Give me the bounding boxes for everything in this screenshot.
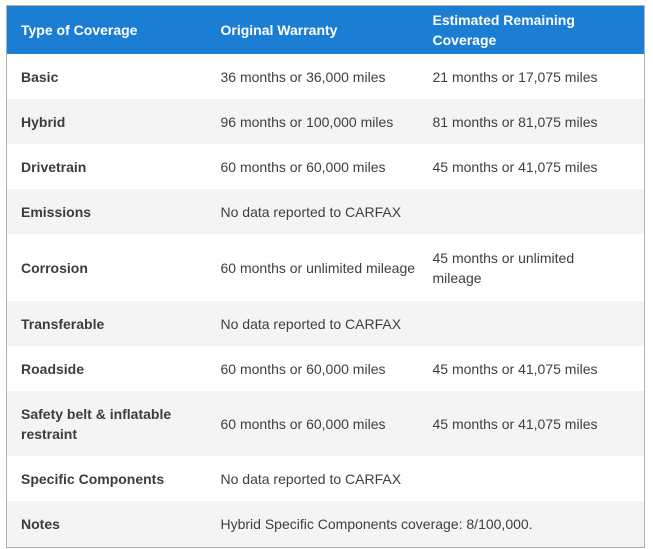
table-row-corrosion: Corrosion 60 months or unlimited mileage… <box>6 234 645 301</box>
coverage-type-cell: Corrosion <box>6 234 207 301</box>
coverage-type-cell: Notes <box>6 501 207 547</box>
original-warranty-cell: No data reported to CARFAX <box>206 189 419 234</box>
remaining-coverage-cell: 45 months or 41,075 miles <box>418 144 645 189</box>
table-row-notes: Notes Hybrid Specific Components coverag… <box>6 501 645 547</box>
table-row-emissions: Emissions No data reported to CARFAX <box>6 189 645 234</box>
table-row-transferable: Transferable No data reported to CARFAX <box>6 301 645 346</box>
notes-value-cell: Hybrid Specific Components coverage: 8/1… <box>206 501 645 547</box>
coverage-type-cell: Transferable <box>6 301 207 346</box>
header-row: Type of Coverage Original Warranty Estim… <box>6 5 645 54</box>
table-row-basic: Basic 36 months or 36,000 miles 21 month… <box>6 54 645 99</box>
warranty-coverage-table: Type of Coverage Original Warranty Estim… <box>6 5 645 548</box>
original-warranty-cell: 60 months or 60,000 miles <box>206 346 419 391</box>
table-row-roadside: Roadside 60 months or 60,000 miles 45 mo… <box>6 346 645 391</box>
coverage-type-cell: Specific Components <box>6 456 207 501</box>
coverage-type-cell: Drivetrain <box>6 144 207 189</box>
col-header-original-warranty: Original Warranty <box>206 5 419 54</box>
coverage-type-cell: Safety belt & inflatable restraint <box>6 391 207 456</box>
table-row-safety-belt: Safety belt & inflatable restraint 60 mo… <box>6 391 645 456</box>
table-row-drivetrain: Drivetrain 60 months or 60,000 miles 45 … <box>6 144 645 189</box>
original-warranty-cell: 96 months or 100,000 miles <box>206 99 419 144</box>
table-row-specific-components: Specific Components No data reported to … <box>6 456 645 501</box>
coverage-type-cell: Roadside <box>6 346 207 391</box>
original-warranty-cell: No data reported to CARFAX <box>206 301 419 346</box>
original-warranty-cell: No data reported to CARFAX <box>206 456 419 501</box>
table-row-hybrid: Hybrid 96 months or 100,000 miles 81 mon… <box>6 99 645 144</box>
remaining-coverage-cell: 45 months or 41,075 miles <box>418 346 645 391</box>
remaining-coverage-cell: 21 months or 17,075 miles <box>418 54 645 99</box>
remaining-coverage-cell: 81 months or 81,075 miles <box>418 99 645 144</box>
remaining-coverage-cell <box>418 456 645 501</box>
original-warranty-cell: 60 months or 60,000 miles <box>206 144 419 189</box>
col-header-type-of-coverage: Type of Coverage <box>6 5 207 54</box>
col-header-estimated-remaining-coverage: Estimated Remaining Coverage <box>418 5 645 54</box>
coverage-type-cell: Basic <box>6 54 207 99</box>
remaining-coverage-cell <box>418 189 645 234</box>
coverage-type-cell: Hybrid <box>6 99 207 144</box>
remaining-coverage-cell: 45 months or 41,075 miles <box>418 391 645 456</box>
original-warranty-cell: 60 months or 60,000 miles <box>206 391 419 456</box>
remaining-coverage-cell: 45 months or unlimited mileage <box>418 234 645 301</box>
remaining-coverage-cell <box>418 301 645 346</box>
coverage-type-cell: Emissions <box>6 189 207 234</box>
original-warranty-cell: 36 months or 36,000 miles <box>206 54 419 99</box>
original-warranty-cell: 60 months or unlimited mileage <box>206 234 419 301</box>
